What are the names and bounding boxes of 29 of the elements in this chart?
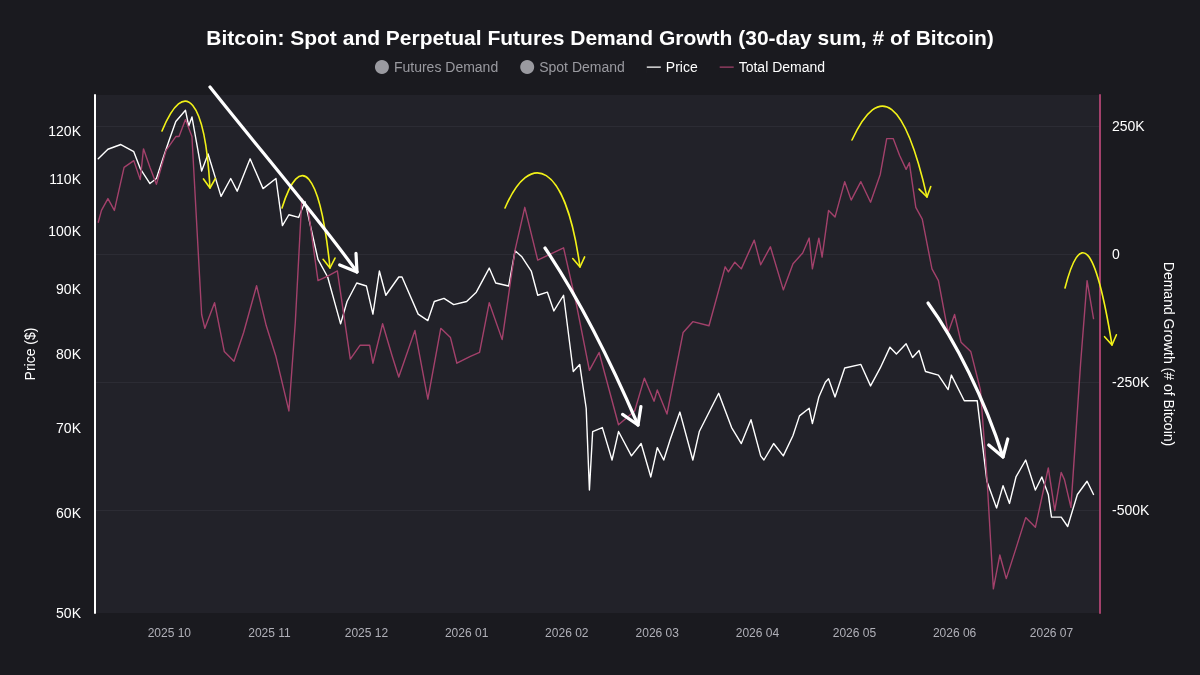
x-tick-label: 2026 04	[735, 626, 780, 640]
legend-label: Price	[665, 59, 698, 75]
y2-tick-label: 0	[1112, 245, 1120, 262]
y-tick-label: 100K	[48, 223, 82, 240]
y-tick-label: 50K	[56, 605, 82, 621]
y2-tick-label: -250K	[1112, 374, 1151, 391]
x-tick-label: 2026 01	[444, 626, 489, 640]
y2-tick-label: -500K	[1112, 502, 1151, 519]
legend-label: Spot Demand	[539, 59, 625, 75]
chart-title: Bitcoin: Spot and Perpetual Futures Demand Growth (30-day sum, # of Bitcoin)	[206, 26, 994, 49]
x-tick-label: 2026 06	[932, 626, 977, 640]
x-tick-label: 2025 10	[147, 626, 192, 640]
y-tick-label: 120K	[48, 122, 82, 139]
y-tick-label: 60K	[56, 504, 82, 521]
x-tick-label: 2026 07	[1029, 626, 1074, 640]
y-axis-title: Price ($)	[22, 327, 39, 381]
legend-label: Futures Demand	[393, 59, 499, 75]
y2-axis-title: Demand Growth (# of Bitcoin)	[1161, 261, 1177, 447]
y-tick-label: 110K	[49, 170, 82, 187]
legend-label: Total Demand	[738, 59, 826, 75]
y2-tick-label: 250K	[1112, 117, 1146, 134]
x-tick-label: 2026 05	[832, 626, 877, 640]
y-tick-label: 90K	[56, 281, 82, 298]
y-tick-label: 70K	[56, 419, 82, 436]
y-tick-label: 80K	[56, 346, 82, 362]
x-tick-label: 2025 11	[248, 626, 292, 640]
x-tick-label: 2026 02	[545, 626, 589, 640]
x-tick-label: 2026 03	[635, 626, 680, 640]
x-tick-label: 2025 12	[344, 626, 389, 640]
